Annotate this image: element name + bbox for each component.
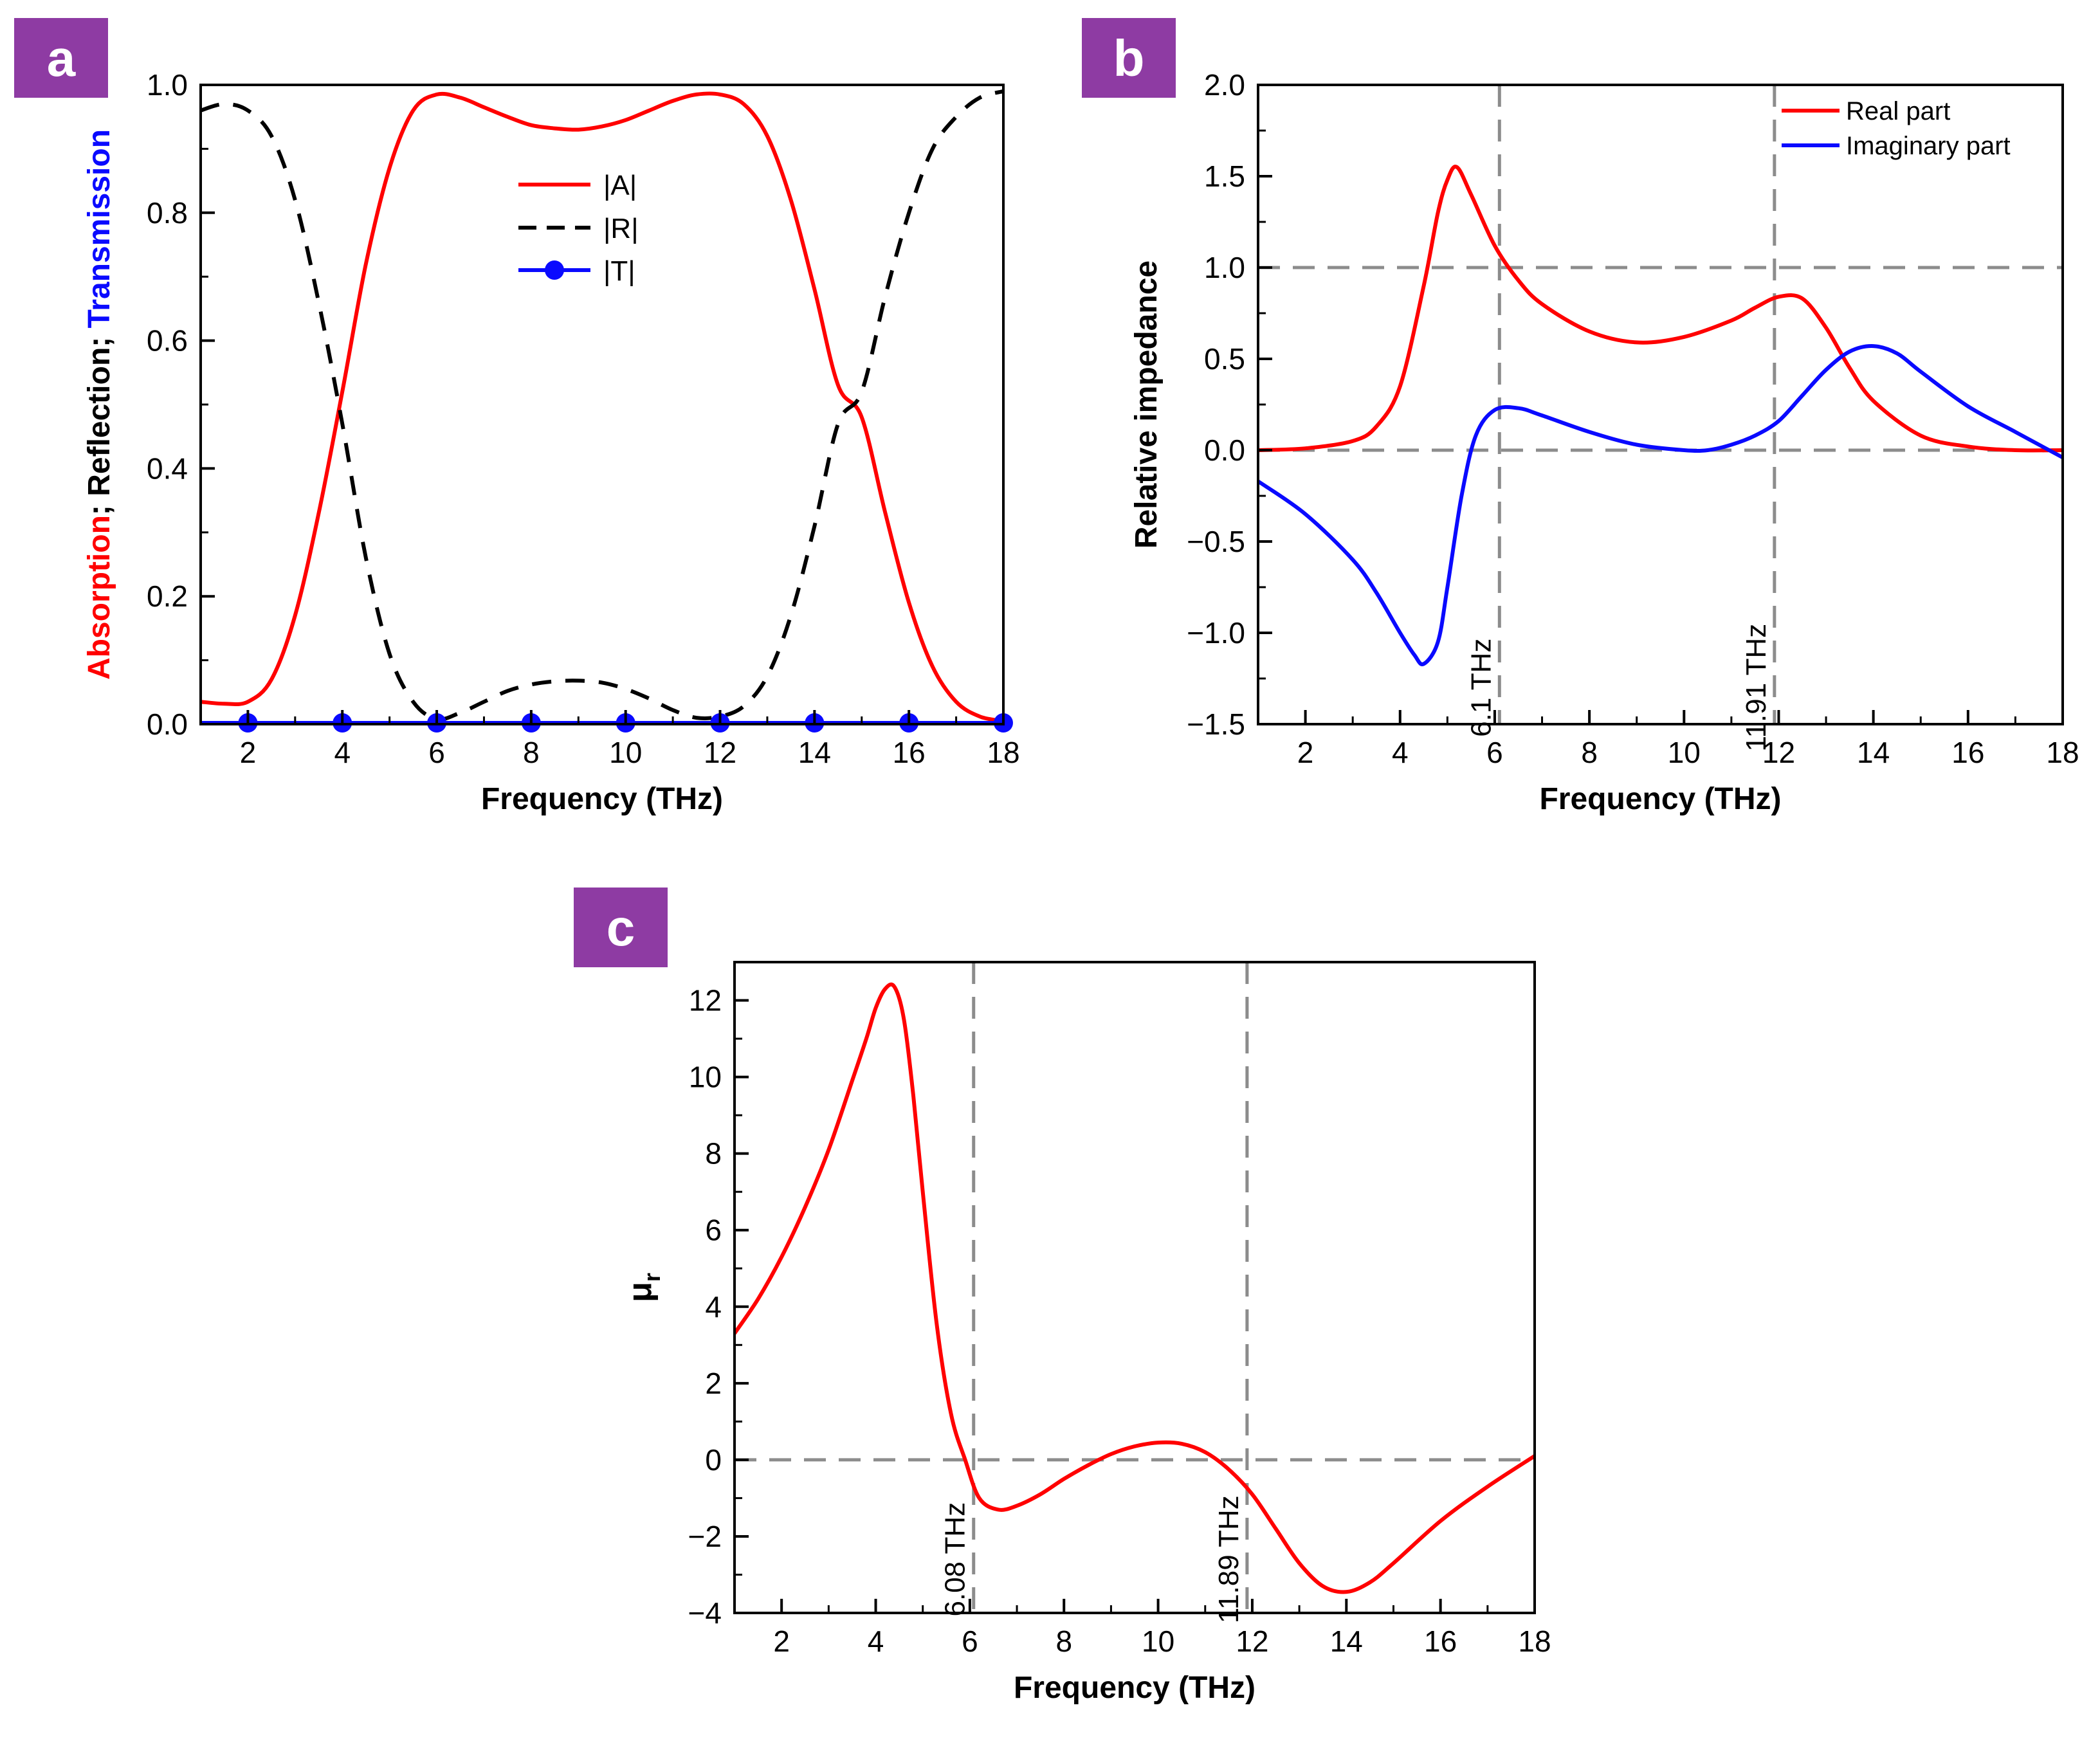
series-line-a-0 [201,91,1003,723]
y-axis-label: Absorption; Reflection; Transmission [82,129,116,680]
series-line-c-0 [735,982,1535,1594]
y-tick-label: −1.0 [1187,616,1245,650]
y-tick-label: 0.0 [1204,433,1245,467]
y-tick-label: 1.5 [1204,159,1245,193]
y-tick-label: −1.5 [1187,707,1245,741]
legend-label: Real part [1846,97,1950,125]
x-tick-label: 10 [1142,1625,1174,1658]
x-tick-label: 4 [334,736,351,769]
panel-b: b 2 4 6 8 10 12 14 16 18 −1.5 −1.0 −0.5 0.0 0.5 1.0 1.5 2… [1082,18,2079,816]
y-tick-label: 2.0 [1204,68,1245,102]
y-tick-label: −4 [688,1596,722,1630]
x-tick-label: 14 [798,736,831,769]
y-tick-label: 6 [705,1214,722,1247]
x-tick-label: 8 [1055,1625,1072,1658]
panel-c: c 2 4 6 8 10 12 14 16 18 −4 −2 0 2 4 6 8 10 12 Frequency (T… [574,888,1551,1705]
y-tick-label: 2 [705,1367,722,1400]
y-tick-label: 0 [705,1443,722,1477]
x-axis-label: Frequency (THz) [1539,782,1781,816]
y-axis-label-sub: r [639,1273,665,1282]
x-tick-label: 2 [773,1625,790,1658]
legend-label: |R| [603,213,639,244]
y-tick-label: 4 [705,1290,722,1324]
x-tick-label: 4 [868,1625,884,1658]
x-tick-label: 8 [523,736,540,769]
y-tick-label: 0.5 [1204,342,1245,376]
x-tick-label: 16 [893,736,926,769]
panel-badge-a [14,18,108,98]
series-group-b [1258,165,2063,666]
x-tick-label: 6 [428,736,445,769]
series-line-b-0 [1258,165,2063,453]
plot-frame-c [733,961,1536,1614]
x-tick-label: 16 [1951,736,1984,769]
y-tick-label: 0.2 [147,579,188,613]
x-tick-label: 12 [1762,736,1795,769]
x-tick-label: 6 [1486,736,1503,769]
plot-frame-a [199,84,1005,725]
y-tick-label: −0.5 [1187,525,1245,558]
plot-frame-b [1257,84,2064,725]
legend-label: |T| [603,255,635,287]
y-tick-label: 0.6 [147,324,188,358]
guide-annotation: 11.91 THz [1740,624,1772,752]
x-tick-label: 10 [1668,736,1701,769]
x-tick-label: 10 [609,736,642,769]
y-tick-label: 12 [689,984,722,1017]
legend-label: |A| [603,170,637,201]
y-tick-label: −2 [688,1520,722,1553]
x-tick-label: 2 [1297,736,1314,769]
panel-label-c: c [607,899,635,956]
x-tick-label: 14 [1857,736,1890,769]
y-tick-label: 1.0 [1204,251,1245,284]
y-axis-label: Relative impedance [1129,260,1164,549]
y-tick-label: 0.4 [147,451,188,485]
x-tick-label: 12 [704,736,736,769]
x-tick-label: 16 [1424,1625,1457,1658]
y-axis-label-part: ; Reflection; [82,328,116,515]
guide-annotation: 11.89 THz [1213,1495,1245,1623]
x-tick-label: 2 [240,736,257,769]
y-axis-label-part: Absorption [82,515,116,680]
y-tick-label: 10 [689,1061,722,1094]
x-tick-label: 8 [1581,736,1598,769]
x-tick-label: 18 [987,736,1019,769]
legend-label: Imaginary part [1846,132,2011,160]
x-tick-label: 18 [2046,736,2079,769]
series-line-b-1 [1258,344,2063,666]
x-axis-label: Frequency (THz) [481,782,723,816]
panel-badge-c [574,888,668,967]
y-axis-label: μr [621,1273,665,1302]
y-axis-label-part: Transmission [82,129,116,328]
panel-a: a 2 4 6 8 10 12 14 16 18 0.0 0.2 0.4 0.6 0.8 1.0 Frequen… [14,18,1020,816]
y-tick-label: 0.8 [147,196,188,230]
x-tick-label: 6 [962,1625,978,1658]
panel-badge-b [1082,18,1176,98]
panel-label-a: a [47,30,76,87]
guide-annotation: 6.08 THz [940,1502,971,1617]
x-tick-label: 12 [1236,1625,1268,1658]
y-tick-label: 8 [705,1137,722,1170]
y-tick-label: 1.0 [147,68,188,102]
panel-label-b: b [1113,30,1145,87]
y-tick-label: 0.0 [147,707,188,741]
series-group-c [735,982,1535,1594]
x-tick-label: 18 [1518,1625,1551,1658]
series-group-a [201,89,1003,724]
y-axis-label-main: μ [621,1282,659,1302]
x-tick-label: 4 [1392,736,1409,769]
series-line-a-1 [201,89,1003,722]
guide-annotation: 6.1 THz [1465,639,1497,737]
x-axis-label: Frequency (THz) [1014,1671,1255,1705]
legend-marker [545,260,564,280]
x-tick-label: 14 [1330,1625,1363,1658]
